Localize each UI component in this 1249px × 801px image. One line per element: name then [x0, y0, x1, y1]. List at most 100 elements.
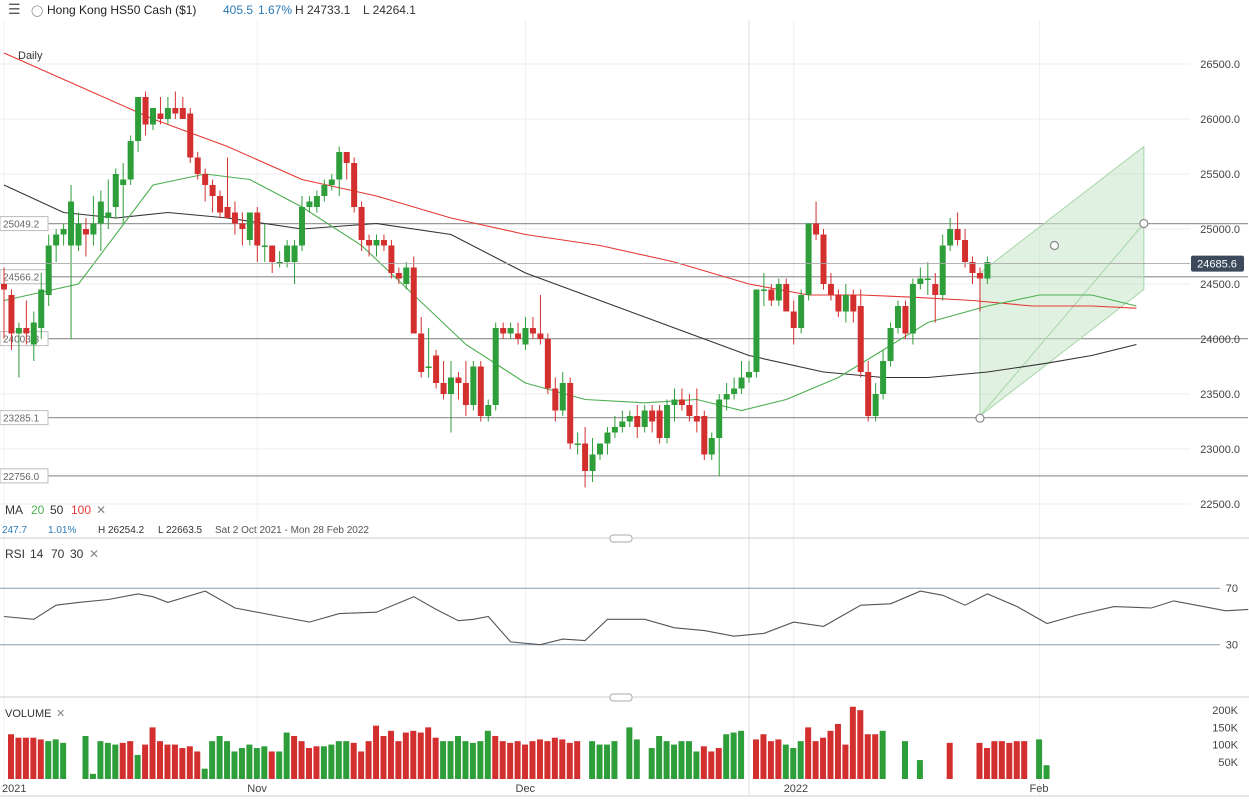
candle-body: [582, 443, 589, 471]
candle-body: [433, 355, 440, 383]
candle-body: [716, 399, 723, 438]
candle-body: [269, 245, 276, 262]
candle-body: [880, 361, 887, 394]
candle-body: [574, 443, 581, 445]
volume-bar: [976, 742, 983, 779]
volume-bar: [440, 741, 447, 779]
candle-body: [589, 454, 596, 471]
candle-body: [753, 289, 760, 372]
volume-close-icon[interactable]: ✕: [56, 708, 65, 720]
candle-body: [671, 399, 678, 405]
volume-bar: [484, 730, 491, 779]
volume-bar: [551, 737, 558, 779]
trend-anchor-handle: [1139, 218, 1149, 229]
candle-body: [902, 306, 909, 334]
candle-body: [969, 262, 976, 273]
candle-body: [664, 405, 671, 438]
volume-bar: [425, 727, 432, 779]
rsi-line: [3, 590, 1249, 646]
volume-bar: [916, 760, 923, 779]
volume-bar: [566, 742, 573, 779]
volume-bar: [1043, 765, 1050, 779]
volume-bar: [812, 741, 819, 779]
volume-label: VOLUME: [5, 708, 51, 720]
candle-body: [984, 262, 991, 279]
candle-body: [284, 245, 291, 262]
volume-bar: [157, 741, 163, 779]
candle-body: [507, 328, 514, 334]
candle-body: [783, 284, 790, 312]
candle-body: [559, 383, 566, 411]
volume-bar: [373, 725, 380, 779]
ma100-label: 100: [71, 503, 91, 517]
volume-bar: [365, 741, 372, 779]
volume-bar: [313, 746, 320, 779]
volume-bar: [767, 741, 774, 779]
volume-bar: [834, 723, 841, 779]
candle-body: [470, 366, 477, 405]
candle-body: [68, 201, 75, 246]
volume-bar: [127, 741, 134, 779]
candle-body: [209, 185, 216, 196]
menu-icon[interactable]: ☰: [8, 1, 21, 17]
candle-body: [120, 179, 127, 185]
candle-body: [418, 333, 425, 372]
candle-body: [827, 284, 834, 295]
volume-bar: [358, 751, 365, 779]
volume-bar: [663, 741, 670, 779]
rsi-close-icon[interactable]: ✕: [89, 547, 99, 561]
volume-bar: [648, 748, 655, 779]
level-label-box: [0, 410, 49, 426]
volume-bar: [469, 742, 476, 779]
x-axis-label: Dec: [516, 783, 536, 795]
ma-close-icon[interactable]: ✕: [96, 503, 106, 517]
candle-body: [410, 267, 417, 334]
volume-bar: [842, 744, 849, 779]
level-label-box: [0, 468, 49, 484]
volume-bar: [134, 754, 141, 779]
price-tick-label: 24000.0: [1200, 334, 1240, 346]
candle-body: [1, 284, 7, 290]
x-axis-label: 2021: [2, 783, 26, 795]
candle-body: [895, 306, 901, 328]
candle-body: [135, 97, 142, 141]
volume-bar: [224, 741, 231, 779]
volume-bar: [97, 741, 104, 779]
volume-bar: [209, 741, 216, 779]
instrument-name[interactable]: Hong Kong HS50 Cash ($1): [47, 3, 197, 17]
candle-body: [529, 328, 536, 334]
candle-body: [738, 377, 745, 389]
candle-body: [23, 328, 30, 334]
trend-channel-mid: [979, 223, 1145, 417]
candle-body: [187, 113, 194, 158]
volume-bar: [298, 741, 305, 779]
volume-bar: [782, 744, 789, 779]
candle-body: [604, 432, 611, 444]
candle-body: [857, 306, 864, 372]
candle-body: [805, 223, 812, 295]
volume-bar: [343, 741, 350, 779]
volume-bar: [30, 737, 37, 779]
volume-bar: [149, 727, 156, 779]
candle-body: [395, 273, 402, 279]
volume-bar: [507, 742, 514, 779]
candle-body: [15, 328, 22, 334]
candle-body: [90, 223, 97, 235]
volume-tick-label: 200K: [1212, 705, 1238, 717]
volume-bar: [872, 734, 879, 779]
stats-low: L 22663.5: [158, 525, 203, 536]
price-tick-label: 25000.0: [1200, 224, 1240, 236]
volume-bar: [864, 734, 871, 779]
candle-body: [708, 438, 715, 455]
volume-bar: [52, 739, 59, 779]
candle-body: [492, 328, 499, 405]
candle-body: [537, 333, 544, 339]
rsi-lower-param: 30: [70, 547, 84, 561]
volume-bar: [253, 748, 260, 779]
ma20-label: 20: [31, 503, 45, 517]
volume-bar: [998, 741, 1005, 779]
ma50-line: [3, 184, 1137, 379]
candle-body: [686, 405, 693, 416]
candle-body: [909, 284, 916, 334]
